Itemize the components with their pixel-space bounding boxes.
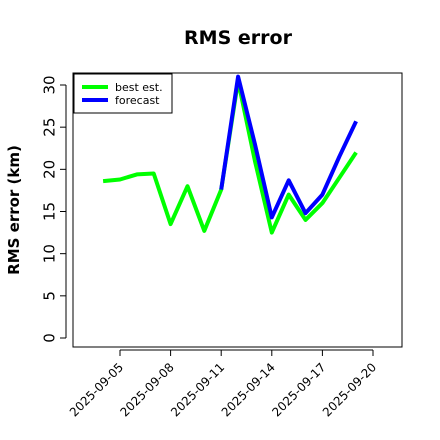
y-tick-label: 10 (40, 244, 58, 263)
legend: best est.forecast (73, 73, 173, 114)
chart-title: RMS error (184, 27, 293, 49)
series-line-forecast (219, 74, 358, 220)
y-tick-label: 30 (40, 75, 58, 94)
y-tick-label: 5 (40, 291, 58, 301)
y-tick-label: 20 (40, 160, 58, 179)
legend-label: best est. (115, 81, 163, 94)
legend-label: forecast (115, 94, 160, 107)
y-tick-label: 25 (40, 118, 58, 137)
x-axis: 2025-09-052025-09-082025-09-112025-09-14… (67, 349, 379, 419)
y-axis: 0 5 10 15 20 25 30 (40, 75, 67, 343)
y-tick-label: 15 (40, 202, 58, 221)
y-tick-label: 0 (40, 333, 58, 343)
plot-frame (72, 72, 403, 348)
y-axis-label: RMS error (km) (5, 145, 23, 275)
series-layer (102, 74, 358, 235)
legend-box (73, 73, 173, 114)
x-tick-label: 2025-09-20 (320, 360, 379, 419)
